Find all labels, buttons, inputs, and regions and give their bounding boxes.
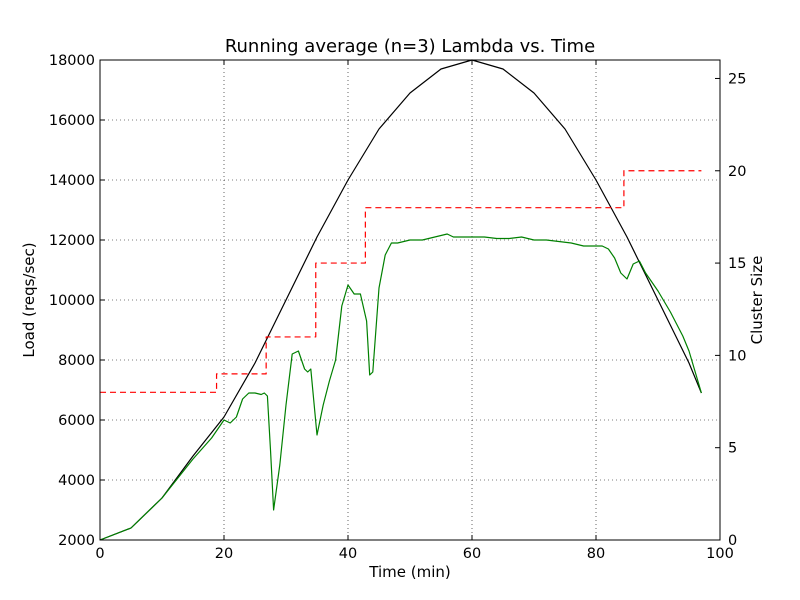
y2-tick-label: 10 [728,348,746,364]
y-tick-label: 14000 [49,173,95,189]
grid [100,60,720,540]
y2-tick-label: 25 [728,71,746,87]
y-tick-label: 2000 [58,533,95,549]
y2-tick-label: 15 [728,256,746,272]
y-tick-label: 6000 [58,413,95,429]
y-tick-label: 12000 [49,233,95,249]
running-average-line [99,233,702,541]
y-tick-label: 18000 [49,53,95,69]
x-tick-label: 80 [587,546,605,562]
y-tick-label: 4000 [58,473,95,489]
y-tick-label: 8000 [58,353,95,369]
load-curve-line [99,59,702,541]
cluster-size-line [100,170,702,393]
x-tick-label: 40 [339,546,357,562]
y-tick-label: 16000 [49,113,95,129]
x-tick-label: 60 [463,546,481,562]
series-layer [99,59,702,541]
y2-tick-label: 0 [728,533,737,549]
chart-title: Running average (n=3) Lambda vs. Time [225,36,595,57]
y2-tick-label: 5 [728,441,737,457]
tick-labels: 0 20 40 60 80 1002000400060008000100001200014… [49,53,747,562]
x-tick-label: 0 [95,546,104,562]
ticks [99,59,721,541]
x-tick-label: 100 [706,546,734,562]
y2-tick-label: 20 [728,164,746,180]
y2-axis-label: Cluster Size [748,256,766,345]
y-axis-label: Load (reqs/sec) [20,242,38,357]
x-axis-label: Time (min) [368,563,450,581]
x-tick-label: 20 [215,546,233,562]
y-tick-label: 10000 [49,293,95,309]
